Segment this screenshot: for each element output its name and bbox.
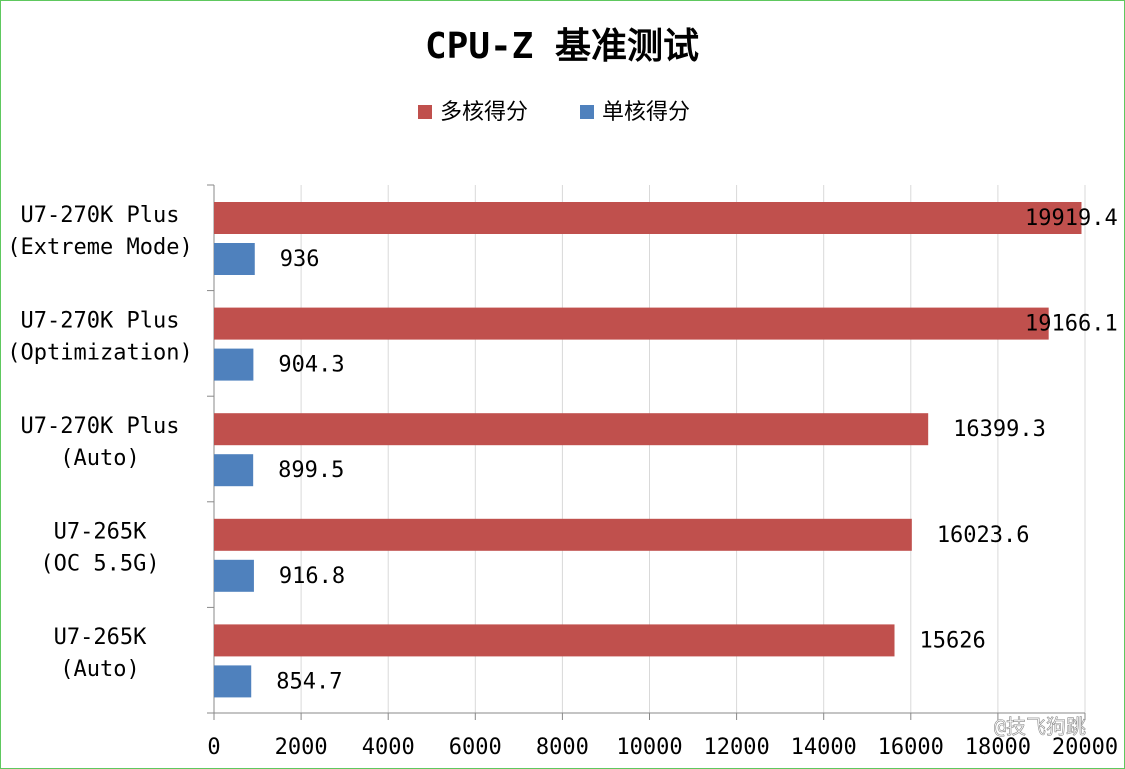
x-tick-label: 6000: [449, 735, 502, 760]
x-tick-label: 4000: [362, 735, 415, 760]
bar: [214, 454, 254, 487]
x-tick-label: 18000: [965, 735, 1031, 760]
bar: [214, 665, 252, 698]
bar: [214, 624, 895, 657]
bar: [214, 202, 1082, 234]
x-tick-label: 14000: [791, 735, 857, 760]
legend-swatch: [580, 105, 594, 119]
value-label: 16023.6: [937, 523, 1030, 548]
value-label: 904.3: [278, 353, 344, 378]
y-tick-label: U7-270K Plus (Extreme Mode): [7, 203, 192, 260]
x-tick-label: 20000: [1052, 735, 1118, 760]
x-tick-label: 8000: [536, 735, 589, 760]
bar: [214, 307, 1049, 340]
value-label: 16399.3: [953, 417, 1046, 442]
watermark: @技飞狗跳: [994, 715, 1086, 739]
bar: [214, 243, 255, 275]
y-tick-label: U7-265K (Auto): [54, 625, 147, 682]
x-tick-label: 2000: [275, 735, 328, 760]
y-tick-label: U7-270K Plus (Auto): [21, 414, 180, 471]
value-label: 854.7: [276, 669, 342, 694]
x-tick-label: 16000: [878, 735, 944, 760]
chart-title: CPU-Z 基准测试: [425, 26, 699, 67]
x-tick-label: 12000: [703, 735, 769, 760]
value-label: 916.8: [279, 564, 345, 589]
bar: [214, 413, 929, 446]
x-tick-label: 0: [207, 735, 220, 760]
bar: [214, 518, 912, 551]
y-tick-label: U7-270K Plus (Optimization): [7, 308, 192, 365]
value-label: 899.5: [278, 458, 344, 483]
y-tick-label: U7-265K (OC 5.5G): [40, 520, 159, 577]
value-label: 19919.4: [1025, 206, 1118, 231]
legend-label: 单核得分: [602, 100, 690, 125]
bar: [214, 559, 254, 592]
value-label: 936: [280, 247, 320, 272]
value-label: 15626: [920, 628, 986, 653]
x-tick-label: 10000: [616, 735, 682, 760]
value-label: 19166.1: [1025, 312, 1118, 337]
bar: [214, 348, 254, 381]
legend-label: 多核得分: [440, 100, 528, 125]
legend-swatch: [418, 105, 432, 119]
